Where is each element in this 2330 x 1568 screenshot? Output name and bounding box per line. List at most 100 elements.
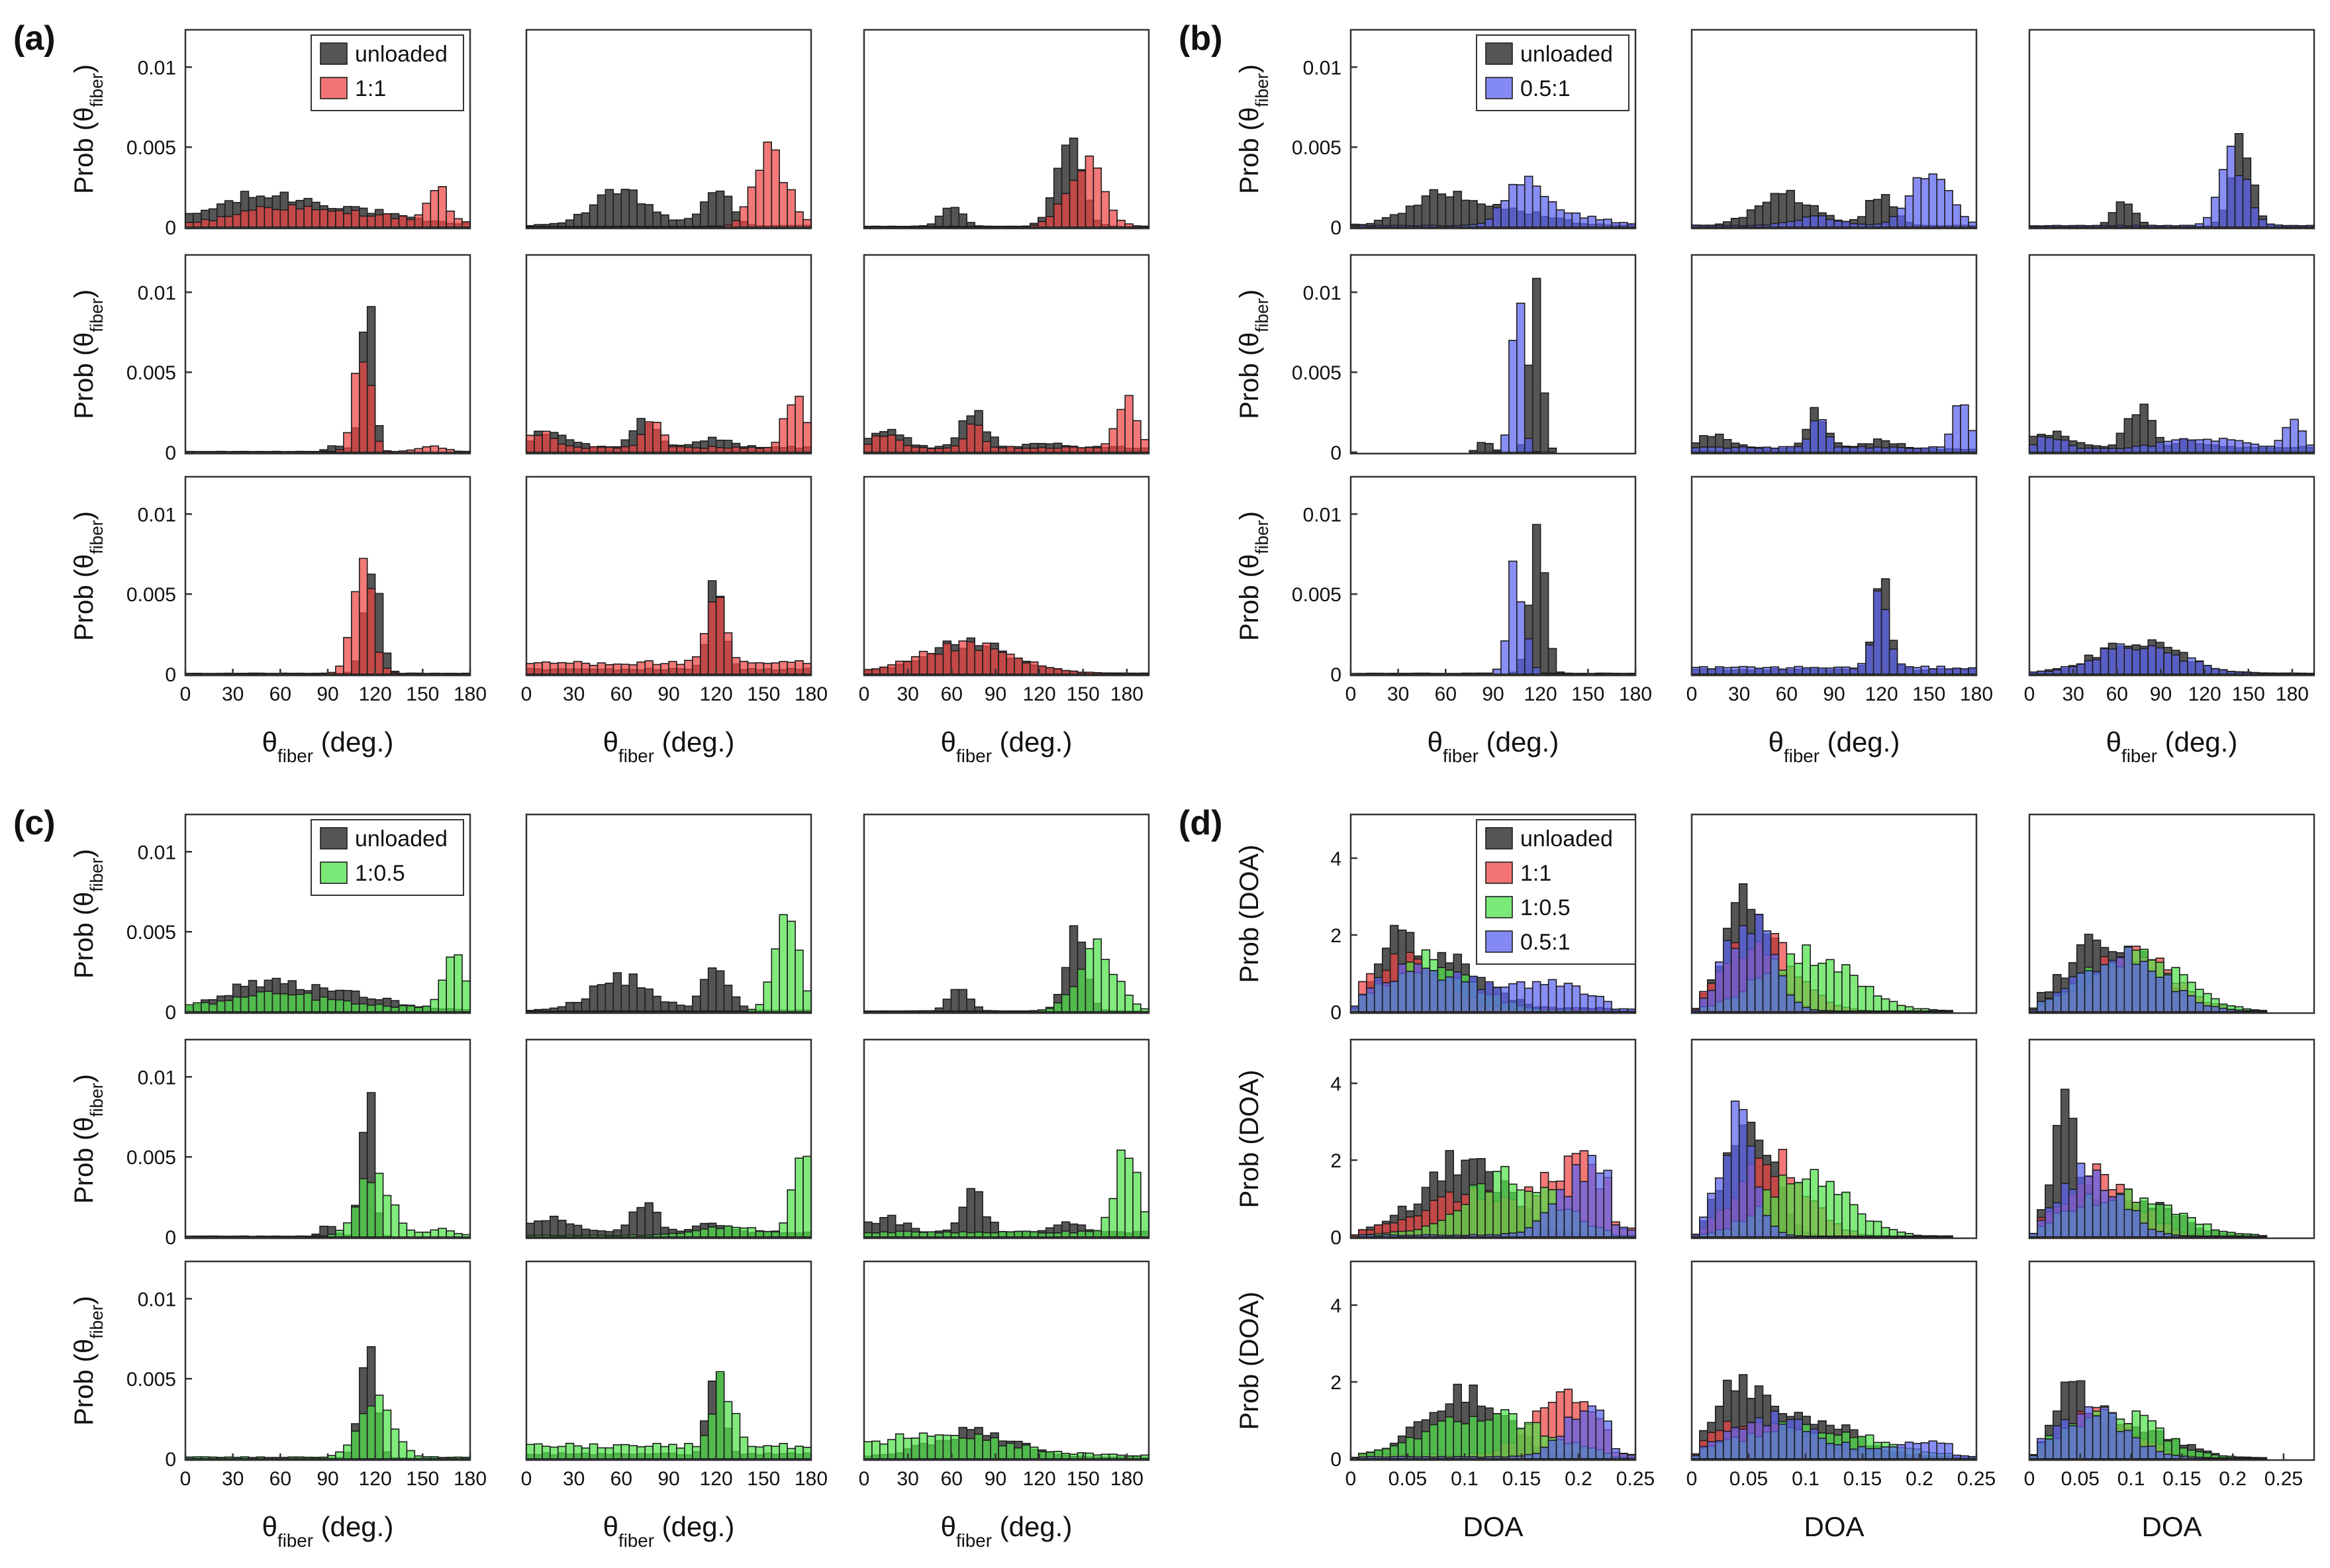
histogram-bar	[422, 446, 431, 453]
histogram-bar	[1794, 1418, 1803, 1459]
histogram-bar	[2068, 1189, 2078, 1238]
histogram-bar	[1841, 964, 1851, 1012]
histogram-bar	[982, 225, 991, 228]
histogram-bar	[1912, 177, 1922, 228]
histogram-bar	[2123, 648, 2133, 675]
legend-swatch	[320, 827, 348, 850]
histogram-bar	[871, 1440, 881, 1459]
histogram-bar	[628, 1010, 638, 1012]
x-tick-label: 150	[747, 1468, 780, 1490]
histogram-bar	[779, 661, 788, 675]
histogram-bar	[2266, 446, 2276, 453]
histogram-bar	[966, 1188, 976, 1238]
histogram-bar	[2092, 447, 2102, 453]
series-1-1	[863, 155, 1149, 228]
histogram-bar	[652, 226, 661, 228]
histogram-bar	[958, 1437, 968, 1459]
histogram-bar	[2053, 224, 2062, 228]
histogram-bar	[374, 214, 384, 228]
histogram-bar	[1880, 998, 1890, 1012]
x-tick-label: 30	[563, 683, 585, 705]
histogram-bar	[700, 1228, 709, 1238]
histogram-bar	[1603, 1420, 1612, 1459]
histogram-bar	[998, 652, 1007, 675]
x-tick-label: 30	[222, 683, 244, 705]
histogram-bar	[1100, 1453, 1110, 1459]
histogram-bar	[542, 1234, 551, 1238]
histogram-bar	[1421, 1431, 1431, 1459]
y-tick-label: 0.005	[126, 1369, 176, 1391]
histogram-bar	[295, 208, 305, 228]
histogram-bar	[739, 660, 749, 675]
x-axis-label: DOA	[1463, 1511, 1523, 1542]
plot-frame	[863, 254, 1150, 455]
histogram-bar	[1714, 666, 1724, 675]
histogram-bar	[684, 225, 693, 228]
histogram-bar	[557, 1010, 567, 1012]
y-tick-label: 0.01	[138, 504, 176, 526]
y-axis-label-main: Prob (θ	[1235, 554, 1264, 641]
x-tick-label: 120	[700, 1468, 733, 1490]
histogram-bar	[2061, 1183, 2070, 1238]
histogram-bar	[1936, 446, 1946, 453]
histogram-bar	[1880, 609, 1890, 675]
histogram-bar	[1754, 1186, 1764, 1238]
histogram-bar	[644, 225, 654, 228]
histogram-bar	[990, 1437, 999, 1459]
series-1-1	[185, 185, 471, 228]
histogram-bar	[1722, 667, 1732, 675]
histogram-bar	[430, 999, 439, 1012]
histogram-bar	[414, 1006, 424, 1012]
histogram-bar	[2123, 447, 2133, 453]
histogram-bar	[430, 672, 439, 675]
histogram-bar	[895, 226, 904, 228]
x-tick-label: 0	[2024, 683, 2035, 705]
histogram-bar	[895, 660, 904, 675]
histogram-bar	[1085, 671, 1094, 675]
y-axis-label-main: Prob (θ	[70, 1339, 99, 1426]
histogram-bar	[1754, 224, 1764, 228]
histogram-bar	[366, 215, 376, 228]
histogram-bar	[1469, 450, 1478, 453]
histogram-bar	[902, 1010, 912, 1012]
x-tick-label: 0.15	[2162, 1468, 2201, 1490]
x-axis-label: DOA	[2141, 1511, 2202, 1542]
histogram-bar	[446, 1230, 455, 1238]
y-axis-label: Prob (θfiber)	[70, 1296, 107, 1426]
histogram-bar	[1116, 1454, 1126, 1459]
histogram-bar	[1469, 975, 1478, 1012]
histogram-bar	[1857, 663, 1867, 675]
histogram-bar	[2100, 1189, 2110, 1238]
histogram-bar	[1699, 666, 1708, 675]
histogram-bar	[2242, 1236, 2252, 1238]
histogram-bar	[358, 361, 368, 453]
histogram-bar	[755, 1230, 765, 1238]
histogram-bar	[1140, 439, 1149, 453]
histogram-bar	[526, 1234, 535, 1238]
series-0-5-1	[2029, 1162, 2268, 1238]
histogram-bar	[2084, 1175, 2094, 1238]
histogram-bar	[802, 990, 812, 1012]
series-0-5-1	[1350, 560, 1636, 675]
histogram-bar	[652, 663, 661, 675]
histogram-bar	[1014, 658, 1023, 675]
histogram-bar	[1857, 446, 1867, 453]
histogram-bar	[910, 1010, 920, 1012]
histogram-bar	[1132, 1171, 1141, 1238]
histogram-bar	[2171, 439, 2180, 453]
histogram-bar	[1896, 447, 1906, 453]
histogram-bar	[2139, 1446, 2149, 1459]
histogram-bar	[557, 1235, 567, 1238]
histogram-bar	[779, 1222, 788, 1238]
histogram-bar	[982, 1232, 991, 1238]
x-tick-label: 30	[1728, 683, 1750, 705]
histogram-bar	[573, 226, 583, 228]
histogram-bar	[549, 438, 559, 453]
histogram-bar	[1714, 961, 1724, 1012]
histogram-bar	[232, 1235, 242, 1238]
histogram-bar	[1841, 1191, 1851, 1238]
histogram-bar	[1722, 1430, 1732, 1459]
histogram-bar	[692, 1446, 701, 1459]
